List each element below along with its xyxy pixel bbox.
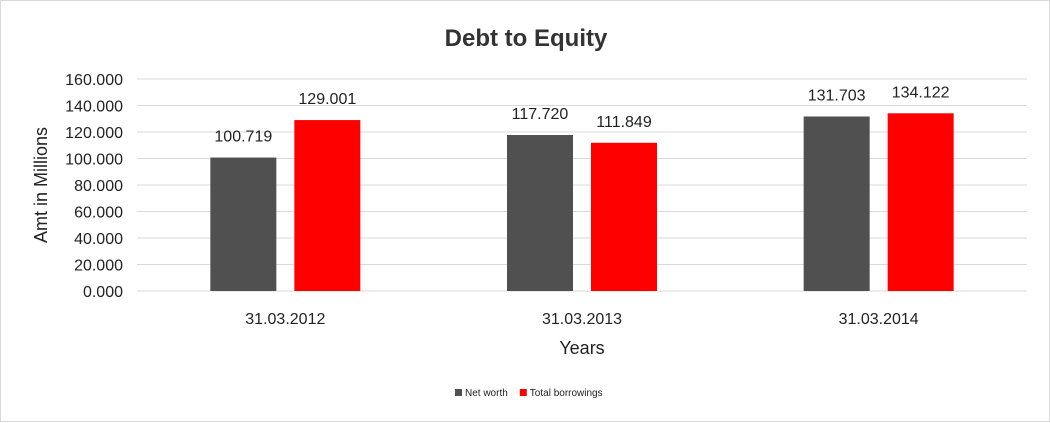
legend-swatch (455, 389, 462, 396)
legend: Net worth Total borrowings (455, 388, 603, 399)
y-tick-label: 60.000 (74, 205, 123, 222)
data-label: 131.703 (808, 87, 866, 104)
y-tick-label: 40.000 (74, 231, 123, 248)
x-tick-label: 31.03.2014 (839, 311, 919, 328)
y-axis-title: Amt in Millions (31, 127, 51, 243)
gridlines (137, 78, 1027, 292)
data-label: 100.719 (214, 129, 272, 146)
bars (210, 113, 954, 292)
bar (507, 135, 573, 291)
y-tick-label: 0.000 (83, 284, 123, 301)
legend-label: Net worth (465, 388, 508, 399)
data-label: 111.849 (596, 114, 652, 131)
x-axis-title: Years (559, 338, 604, 358)
y-tick-label: 20.000 (74, 258, 123, 275)
bar (803, 116, 870, 291)
bar (210, 157, 277, 291)
y-tick-label: 160.000 (65, 72, 123, 89)
y-axis-ticks: 0.000 20.000 40.000 60.000 80.000 100.000 120.… (65, 72, 123, 301)
data-label: 117.720 (512, 106, 569, 123)
y-tick-label: 80.000 (74, 178, 123, 195)
x-tick-label: 31.03.2013 (542, 311, 622, 328)
data-label: 134.122 (892, 84, 950, 101)
data-labels: 100.719 129.001 117.720 111.849 131.703 134.1… (214, 84, 949, 145)
x-axis-ticks: 31.03.2012 31.03.2013 31.03.2014 (245, 311, 919, 328)
legend-label: Total borrowings (530, 388, 603, 399)
chart-title: Debt to Equity (445, 25, 608, 52)
y-tick-label: 100.000 (65, 152, 123, 169)
bar (887, 113, 954, 291)
x-tick-label: 31.03.2012 (245, 311, 325, 328)
y-tick-label: 120.000 (65, 125, 123, 142)
legend-swatch (519, 389, 527, 396)
data-label: 129.001 (298, 91, 356, 108)
bar (294, 120, 361, 292)
y-tick-label: 140.000 (65, 99, 123, 116)
bar (591, 142, 657, 291)
